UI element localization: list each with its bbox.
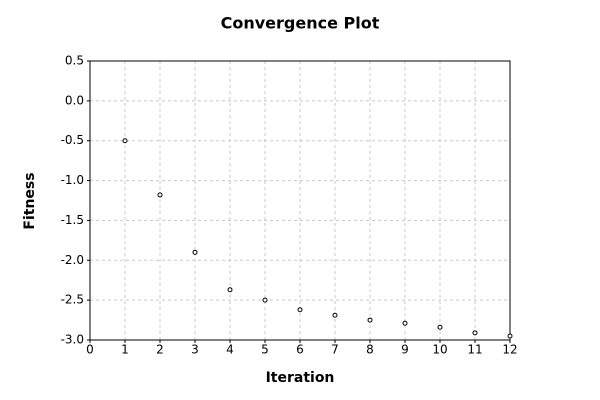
point (157, 192, 163, 198)
y-tick-label: -1.0 (61, 173, 84, 187)
x-tick-label: 0 (86, 343, 94, 357)
point (472, 330, 478, 336)
x-tick-label: 1 (121, 343, 129, 357)
chart-title: Convergence Plot (221, 14, 380, 33)
point (507, 333, 513, 339)
x-tick-label: 10 (432, 343, 447, 357)
y-tick-label: -3.0 (61, 333, 84, 347)
x-tick-label: 11 (467, 343, 482, 357)
x-axis-label: Iteration (266, 370, 335, 386)
y-tick-label: -2.0 (61, 253, 84, 267)
point (122, 138, 128, 144)
point (437, 324, 443, 330)
point (262, 297, 268, 303)
x-tick-label: 12 (502, 343, 517, 357)
y-tick-label: 0.5 (65, 54, 84, 68)
x-tick-label: 4 (226, 343, 234, 357)
y-tick-label: 0.0 (65, 93, 84, 107)
x-tick-label: 3 (191, 343, 199, 357)
x-tick-label: 6 (296, 343, 304, 357)
x-tick-label: 2 (156, 343, 164, 357)
point (192, 249, 198, 255)
point (402, 320, 408, 326)
point (367, 317, 373, 323)
x-tick-label: 5 (261, 343, 269, 357)
point (332, 312, 338, 318)
point (297, 307, 303, 313)
x-tick-label: 8 (366, 343, 374, 357)
x-tick-label: 7 (331, 343, 339, 357)
y-tick-label: -0.5 (61, 133, 84, 147)
y-tick-label: -2.5 (61, 293, 84, 307)
x-tick-label: 9 (401, 343, 409, 357)
y-axis-label: Fitness (22, 172, 38, 229)
y-tick-label: -1.5 (61, 213, 84, 227)
point (227, 287, 233, 293)
